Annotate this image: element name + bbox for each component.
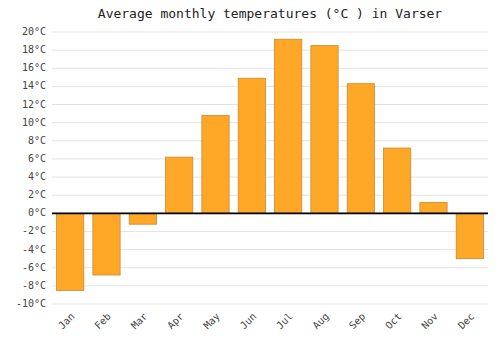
title: Average monthly temperatures (°C ) in Va…	[98, 6, 443, 21]
y-tick-label: 14°C	[22, 80, 46, 91]
bar	[93, 213, 120, 275]
bars	[57, 39, 484, 290]
bar	[238, 78, 265, 213]
bar	[129, 213, 156, 224]
y-axis: -10°C -8°C -6°C -4°C -2°C 0°C 2°C 4°C 6°C 8°C 10°C…	[16, 26, 46, 309]
bar	[384, 148, 411, 213]
x-tick-label: May	[201, 311, 222, 332]
bar	[275, 39, 302, 213]
chart: -10°C -8°C -6°C -4°C -2°C 0°C 2°C 4°C 6°C 8°C 10°C…	[0, 0, 500, 350]
x-tick-label: Dec	[456, 311, 477, 332]
bar	[456, 213, 483, 258]
grid-line	[52, 86, 488, 87]
x-tick-label: Feb	[92, 311, 113, 332]
y-tick-label: -2°C	[22, 225, 46, 236]
y-tick-label: 6°C	[28, 153, 46, 164]
bar	[166, 157, 193, 213]
grid-line	[52, 285, 488, 286]
y-tick-label: -4°C	[22, 244, 46, 255]
grid	[52, 32, 488, 304]
y-tick-label: 18°C	[22, 44, 46, 55]
y-tick-label: 0°C	[28, 207, 46, 218]
x-tick-label: Aug	[310, 311, 331, 332]
y-tick-label: 4°C	[28, 171, 46, 182]
y-tick-label: 2°C	[28, 189, 46, 200]
x-axis: Jan Feb Mar Apr May Jun Jul Aug Sep Oct Nov Dec	[56, 311, 476, 332]
grid-line	[52, 304, 488, 305]
grid-line	[52, 68, 488, 69]
bar	[347, 84, 374, 214]
y-tick-label: 20°C	[22, 26, 46, 37]
y-tick-label: 8°C	[28, 135, 46, 146]
grid-line	[52, 177, 488, 178]
y-tick-label: -6°C	[22, 262, 46, 273]
grid-line	[52, 213, 488, 214]
grid-line	[52, 50, 488, 51]
x-tick-label: Jan	[56, 311, 77, 332]
y-tick-label: 16°C	[22, 62, 46, 73]
bar	[202, 115, 229, 213]
bar	[420, 202, 447, 213]
grid-line	[52, 195, 488, 196]
zero-line	[52, 213, 488, 215]
x-tick-label: Sep	[347, 311, 368, 332]
grid-line	[52, 122, 488, 123]
x-tick-label: Nov	[419, 311, 440, 332]
grid-line	[52, 140, 488, 141]
grid-line	[52, 104, 488, 105]
bar	[57, 213, 84, 290]
y-tick-label: 12°C	[22, 99, 46, 110]
bar	[311, 46, 338, 214]
x-tick-label: Mar	[129, 311, 150, 332]
grid-line	[52, 32, 488, 33]
x-tick-label: Jun	[238, 311, 259, 332]
y-tick-label: -10°C	[16, 298, 46, 309]
y-tick-label: -8°C	[22, 280, 46, 291]
chart-container: -10°C -8°C -6°C -4°C -2°C 0°C 2°C 4°C 6°C 8°C 10°C…	[0, 0, 500, 350]
x-tick-label: Oct	[383, 311, 404, 332]
y-tick-label: 10°C	[22, 117, 46, 128]
x-tick-label: Jul	[274, 311, 295, 332]
grid-line	[52, 158, 488, 159]
x-tick-label: Apr	[165, 311, 186, 332]
